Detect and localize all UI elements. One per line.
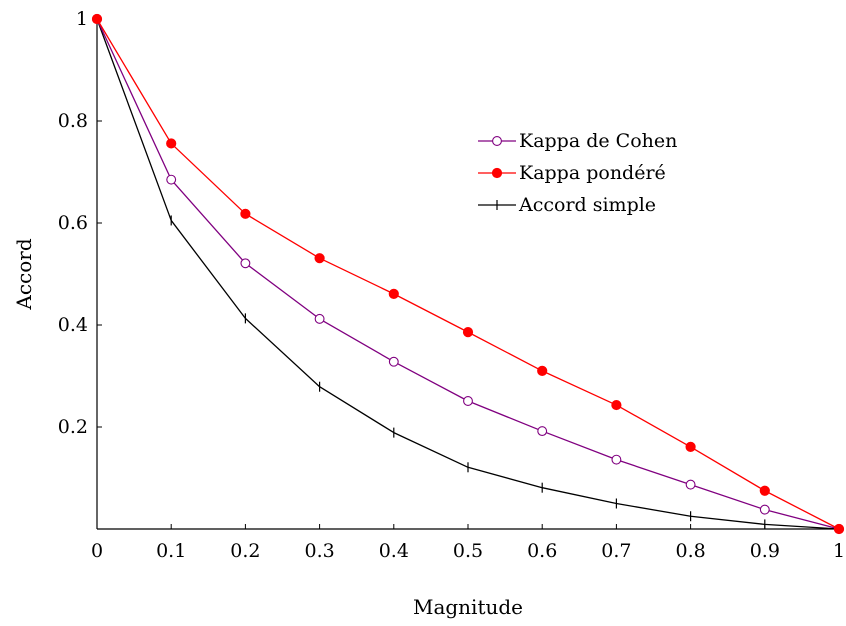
data-point <box>833 523 845 535</box>
series-line <box>96 18 840 530</box>
data-point <box>166 138 177 149</box>
x-axis-ticks: 0 0.1 0.2 0.3 0.4 0.5 0.6 0.7 0.8 0.9 1 <box>91 524 845 562</box>
y-tick-label: 0.2 <box>58 416 88 438</box>
data-point <box>240 208 251 219</box>
data-point <box>388 356 399 367</box>
x-tick-label: 0.2 <box>230 540 260 562</box>
x-tick-label: 0.5 <box>453 540 483 562</box>
data-point <box>240 258 251 269</box>
y-axis-title: Accord <box>12 238 36 310</box>
data-point <box>91 13 103 25</box>
x-tick-label: 1 <box>833 540 845 562</box>
data-point <box>611 399 622 411</box>
data-point <box>759 504 770 515</box>
x-axis-title: Magnitude <box>413 595 523 619</box>
x-tick-label: 0.9 <box>750 540 780 562</box>
data-point <box>314 313 325 324</box>
x-tick-label: 0.7 <box>601 540 631 562</box>
data-point <box>611 454 622 465</box>
legend-item: Kappa pondéré <box>478 162 666 184</box>
series-line <box>96 18 840 530</box>
x-tick-label: 0.3 <box>304 540 334 562</box>
data-point <box>388 288 399 299</box>
data-point <box>537 365 548 376</box>
y-tick-label: 1 <box>76 8 88 30</box>
data-point <box>462 327 474 338</box>
legend-label: Kappa de Cohen <box>519 130 677 152</box>
data-point <box>685 479 696 490</box>
legend-item: Kappa de Cohen <box>478 130 677 152</box>
y-tick-label: 0.6 <box>58 212 88 234</box>
data-point <box>759 485 770 496</box>
data-point <box>685 441 696 452</box>
y-tick-label: 0.8 <box>58 110 88 132</box>
legend-item: Accord simple <box>478 194 656 216</box>
series-line <box>96 18 840 530</box>
series-1 <box>91 13 845 535</box>
series-layer <box>91 13 845 535</box>
legend-label: Kappa pondéré <box>519 162 666 184</box>
y-tick-label: 0.4 <box>58 314 88 336</box>
series-0 <box>92 14 844 534</box>
data-point <box>314 253 325 264</box>
y-axis-ticks: 0.2 0.4 0.6 0.8 1 <box>58 8 102 438</box>
legend-marker <box>491 167 503 179</box>
legend: Kappa de Cohen Kappa pondéré Accord simple <box>478 130 677 216</box>
x-tick-label: 0 <box>91 540 103 562</box>
data-point <box>166 174 177 185</box>
axes <box>96 19 839 530</box>
data-point <box>537 426 548 437</box>
x-tick-label: 0.6 <box>527 540 557 562</box>
x-tick-label: 0.4 <box>379 540 409 562</box>
x-tick-label: 0.8 <box>675 540 705 562</box>
series-2 <box>96 14 840 534</box>
legend-label: Accord simple <box>518 194 656 216</box>
legend-marker <box>492 136 502 146</box>
x-tick-label: 0.1 <box>156 540 186 562</box>
data-point <box>463 396 473 406</box>
